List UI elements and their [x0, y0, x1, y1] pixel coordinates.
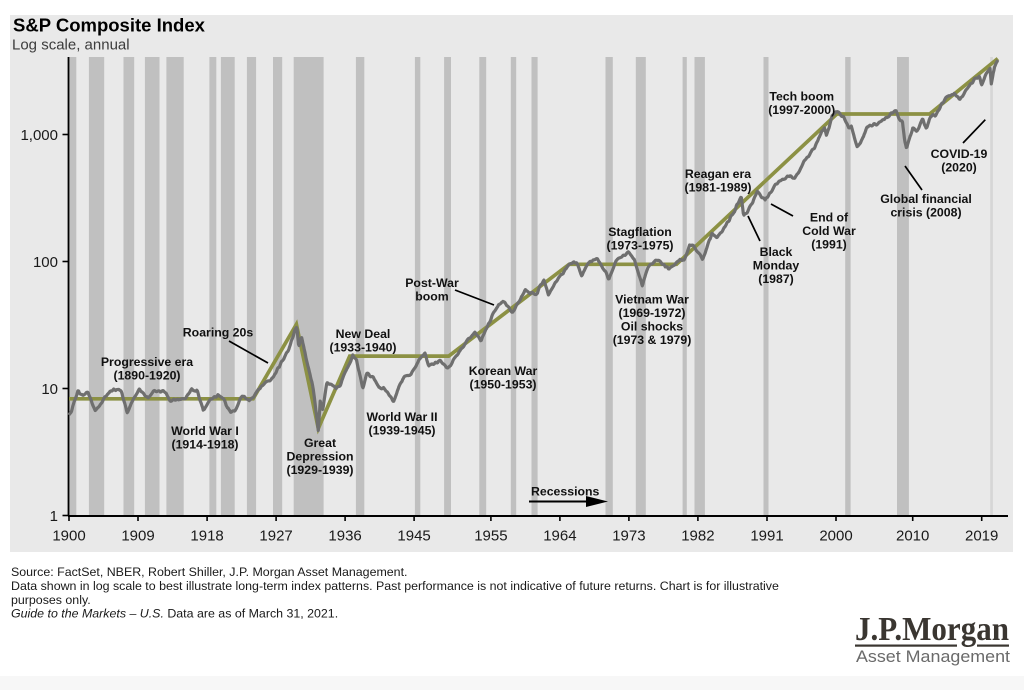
svg-text:2019: 2019 — [965, 528, 998, 545]
svg-text:1936: 1936 — [328, 528, 361, 545]
svg-text:100: 100 — [33, 254, 58, 271]
svg-text:COVID-19(2020): COVID-19 (2020) — [931, 147, 988, 175]
svg-text:Source: FactSet, NBER, Robert: Source: FactSet, NBER, Robert Shiller, J… — [11, 565, 407, 579]
svg-text:World War II(1939-1945): World War II (1939-1945) — [366, 410, 437, 438]
svg-text:Vietnam War(1969-1972)Oil shoc: Vietnam War (1969-1972) Oil shocks (1973 & … — [613, 293, 692, 348]
svg-text:1982: 1982 — [681, 528, 714, 545]
svg-text:Tech boom(1997-2000): Tech boom (1997-2000) — [768, 90, 835, 118]
svg-text:Recessions: Recessions — [531, 485, 600, 499]
svg-text:Asset Management: Asset Management — [856, 647, 1010, 666]
svg-text:Guide to the Markets – U.S. Da: Guide to the Markets – U.S. Data are as … — [11, 607, 338, 621]
svg-text:1945: 1945 — [397, 528, 430, 545]
svg-text:J.P.Morgan: J.P.Morgan — [855, 611, 1009, 648]
svg-text:1,000: 1,000 — [20, 127, 58, 144]
svg-text:1927: 1927 — [259, 528, 292, 545]
svg-text:1909: 1909 — [121, 528, 154, 545]
svg-text:1973: 1973 — [612, 528, 645, 545]
svg-text:2000: 2000 — [819, 528, 852, 545]
svg-text:2010: 2010 — [896, 528, 929, 545]
svg-text:Progressive era(1890-1920): Progressive era (1890-1920) — [101, 355, 193, 383]
svg-text:Roaring 20s: Roaring 20s — [183, 326, 254, 340]
svg-text:1918: 1918 — [190, 528, 223, 545]
svg-text:10: 10 — [41, 381, 58, 398]
svg-text:1: 1 — [50, 508, 58, 525]
svg-text:1900: 1900 — [52, 528, 85, 545]
svg-text:New Deal(1933-1940): New Deal (1933-1940) — [330, 327, 397, 355]
svg-text:1955: 1955 — [474, 528, 507, 545]
svg-text:1964: 1964 — [543, 528, 576, 545]
svg-text:World War I(1914-1918): World War I (1914-1918) — [171, 424, 239, 452]
svg-text:Data shown in log scale to bes: Data shown in log scale to best illustra… — [11, 579, 779, 593]
svg-text:Log scale, annual: Log scale, annual — [12, 37, 130, 54]
svg-text:purposes only.: purposes only. — [11, 593, 91, 607]
svg-text:S&P Composite Index: S&P Composite Index — [13, 15, 206, 36]
svg-text:Stagflation(1973-1975): Stagflation (1973-1975) — [607, 225, 674, 253]
svg-text:Korean War(1950-1953): Korean War (1950-1953) — [469, 364, 538, 392]
svg-text:1991: 1991 — [750, 528, 783, 545]
svg-text:Reagan era(1981-1989): Reagan era (1981-1989) — [685, 167, 752, 195]
